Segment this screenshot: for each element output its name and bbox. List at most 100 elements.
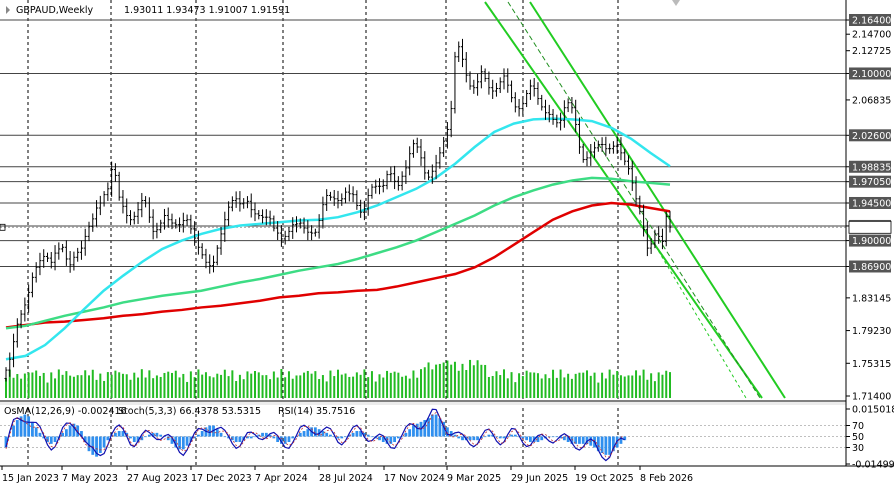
- volume-bar: [223, 369, 226, 398]
- volume-bar: [536, 373, 539, 398]
- price-axis-label: 1.86900: [852, 262, 891, 273]
- osma-bar: [363, 432, 366, 437]
- volume-bar: [627, 375, 630, 398]
- time-axis-label: 29 Jun 2025: [511, 473, 568, 484]
- osma-bar: [351, 432, 355, 437]
- volume-bar: [408, 378, 411, 398]
- volume-bar: [54, 378, 57, 398]
- osma-bar: [566, 436, 570, 443]
- volume-bar: [299, 375, 302, 398]
- osma-bar: [144, 436, 147, 438]
- osma-bar: [12, 425, 15, 437]
- osma-bar: [378, 436, 381, 441]
- indicator-axis-label: 50: [852, 432, 864, 443]
- osma-bar: [389, 436, 393, 444]
- volume-bar: [38, 375, 41, 398]
- osma-bar: [332, 436, 336, 438]
- volume-bar: [631, 375, 634, 398]
- volume-bar: [544, 374, 547, 398]
- osma-bar: [600, 436, 604, 454]
- osma-bar: [238, 436, 242, 443]
- volume-bar: [69, 375, 72, 398]
- indicator-axis-label: 0.0150183: [852, 405, 894, 416]
- volume-bar: [269, 379, 272, 398]
- volume-bar: [378, 374, 381, 398]
- osma-bar: [114, 432, 117, 437]
- osma-bar: [385, 436, 389, 444]
- level-tag: [849, 175, 891, 188]
- volume-bar: [91, 369, 94, 398]
- volume-bar: [484, 364, 487, 398]
- osma-bar: [87, 436, 91, 452]
- volume-bar: [50, 372, 53, 398]
- volume-bar: [129, 379, 132, 398]
- volume-bar: [393, 371, 396, 398]
- osma-bar: [370, 436, 374, 438]
- volume-bar: [174, 370, 177, 398]
- rsi-label: RSI(14) 35.7516: [278, 406, 355, 417]
- osma-bar: [249, 436, 253, 439]
- volume-bar: [359, 374, 362, 398]
- osma-bar: [132, 436, 136, 443]
- volume-bar: [280, 369, 283, 398]
- volume-bar: [370, 371, 373, 398]
- osma-bar: [83, 436, 87, 443]
- osma-bar: [185, 436, 189, 446]
- volume-bar: [250, 373, 253, 398]
- osma-bar: [400, 436, 404, 438]
- osma-bar: [359, 431, 363, 437]
- volume-bar: [227, 376, 230, 398]
- volume-bar: [197, 369, 200, 398]
- osma-bar: [396, 436, 400, 439]
- osma-bar: [64, 429, 68, 437]
- osma-bar: [344, 436, 347, 438]
- volume-bar: [355, 372, 358, 398]
- osma-bar: [264, 432, 268, 437]
- volume-bar: [510, 372, 513, 398]
- moving-averages: [5, 117, 671, 361]
- volume-bar: [540, 378, 543, 398]
- volume-bar: [163, 372, 166, 398]
- osma-bar: [578, 436, 581, 444]
- level-tag: [849, 234, 891, 247]
- volume-bar: [503, 369, 505, 398]
- volume-bar: [95, 379, 98, 398]
- osma-bar: [129, 436, 132, 439]
- osma-bar: [623, 436, 627, 441]
- osma-bar: [521, 436, 525, 439]
- osma-bar: [502, 436, 506, 439]
- price-axis-label: 1.94500: [852, 198, 891, 209]
- price-axis-label: 2.10000: [852, 69, 891, 80]
- osma-bar: [38, 432, 42, 437]
- osma-bar: [4, 436, 8, 448]
- volume-bar: [88, 375, 90, 398]
- volume-bar: [121, 373, 124, 398]
- volume-bar: [669, 372, 671, 398]
- volume-bar: [178, 377, 181, 398]
- osma-label: OsMA(12,26,9) -0.002416: [4, 406, 127, 417]
- osma-bar: [117, 431, 121, 437]
- osma-bar: [325, 432, 329, 437]
- volume-bar: [182, 373, 185, 398]
- osma-bar: [181, 436, 185, 450]
- osma-bar: [412, 425, 415, 437]
- volume-bar: [469, 359, 472, 398]
- scroll-marker-icon[interactable]: [672, 0, 680, 6]
- panel-splitter[interactable]: [0, 402, 846, 405]
- osma-bar: [19, 416, 23, 437]
- price-axis-label: 2.16400: [852, 16, 891, 27]
- ma-line-red: [5, 201, 671, 329]
- osma-bar: [491, 434, 495, 437]
- osma-bar: [155, 432, 159, 437]
- ma-line-cyan: [5, 117, 671, 361]
- current-price-tag: [848, 220, 892, 234]
- osma-bar: [215, 429, 219, 437]
- volume-bar: [619, 375, 622, 398]
- volume-bar: [608, 369, 611, 398]
- osma-bar: [381, 436, 385, 443]
- volume-bar: [593, 372, 596, 398]
- volume-bar: [12, 377, 15, 398]
- volume-bar: [72, 376, 75, 398]
- volume-bar: [110, 374, 113, 398]
